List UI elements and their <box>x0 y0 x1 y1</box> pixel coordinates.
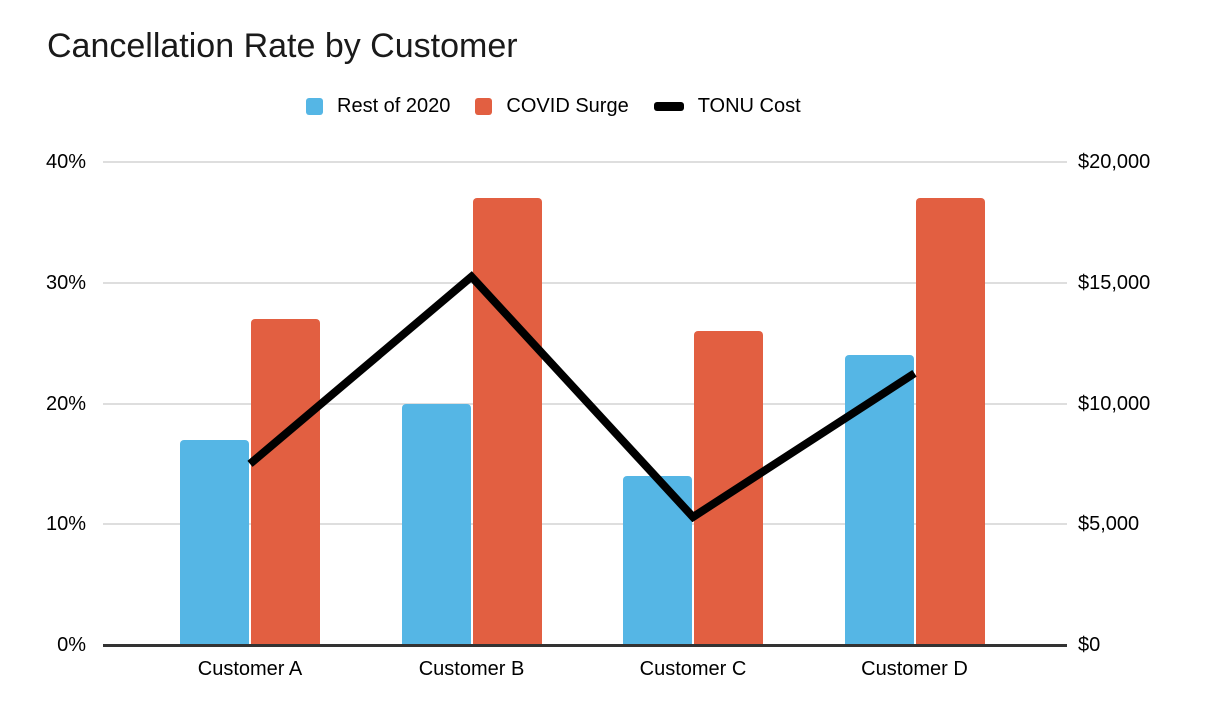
tonu-cost-line <box>247 271 917 523</box>
y-axis-tick-left: 20% <box>45 392 86 415</box>
y-axis-tick-left: 30% <box>45 271 86 294</box>
x-axis-label-customer-b: Customer B <box>418 658 525 680</box>
bar-covid-surge-customer-c <box>694 331 763 645</box>
bar-rest-of-2020-customer-b <box>401 403 471 645</box>
x-axis-label-customer-a: Customer A <box>197 658 303 680</box>
gridline <box>103 161 1067 163</box>
y-axis-tick-right: $10,000 <box>1078 392 1151 415</box>
bar-covid-surge-customer-a <box>251 318 320 645</box>
covid-surge-swatch-icon <box>475 97 493 115</box>
legend-label-rest-of-2020: Rest of 2020 <box>337 94 451 117</box>
legend-label-covid-surge: COVID Surge <box>506 94 629 117</box>
legend-label-tonu-cost: TONU Cost <box>697 94 801 117</box>
gridline <box>103 523 1067 526</box>
x-axis-label-customer-c: Customer C <box>639 658 747 680</box>
chart-legend: Rest of 2020 COVID Surge TONU Cost <box>306 93 801 119</box>
y-axis-tick-right: $5,000 <box>1078 513 1140 536</box>
y-axis-tick-left: 40% <box>45 151 86 173</box>
y-axis-tick-left: 10% <box>45 513 86 536</box>
tonu-cost-line-swatch-icon <box>653 101 684 111</box>
y-axis-tick-right: $0 <box>1078 634 1101 656</box>
legend-item-rest-of-2020: Rest of 2020 <box>306 95 450 118</box>
bar-rest-of-2020-customer-a <box>180 439 249 645</box>
gridline <box>103 281 1067 284</box>
plot-area <box>103 161 1067 647</box>
x-axis-line <box>103 644 1067 647</box>
bar-covid-surge-customer-d <box>915 198 985 645</box>
y-axis-tick-right: $20,000 <box>1078 151 1151 173</box>
rest-of-2020-swatch-icon <box>306 97 323 115</box>
bar-rest-of-2020-customer-d <box>844 355 914 645</box>
x-axis-label-customer-d: Customer D <box>861 658 968 680</box>
y-axis-tick-left: 0% <box>57 634 86 656</box>
bar-covid-surge-customer-b <box>472 198 542 645</box>
legend-item-covid-surge: COVID Surge <box>475 94 629 118</box>
y-axis-tick-right: $15,000 <box>1078 271 1151 294</box>
legend-item-tonu-cost: TONU Cost <box>653 94 801 118</box>
chart-title: Cancellation Rate by Customer <box>47 27 518 65</box>
